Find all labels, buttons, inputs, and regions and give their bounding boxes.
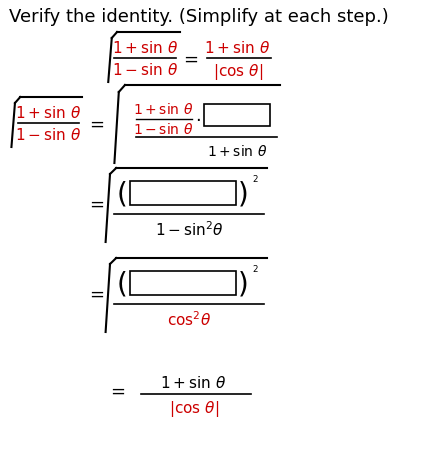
Text: $\cdot$: $\cdot$ [195, 110, 201, 128]
Text: $=$: $=$ [86, 115, 104, 133]
Text: $|\cos\,\theta|$: $|\cos\,\theta|$ [213, 62, 263, 82]
Text: $1 - \sin\,\theta$: $1 - \sin\,\theta$ [112, 62, 178, 78]
Text: $($: $($ [116, 179, 127, 208]
Text: $^2$: $^2$ [252, 176, 259, 189]
FancyBboxPatch shape [130, 181, 236, 205]
Text: $^2$: $^2$ [252, 266, 259, 278]
Text: $=$: $=$ [86, 285, 104, 303]
Text: $)$: $)$ [237, 179, 247, 208]
Text: $1 - \sin\,\theta$: $1 - \sin\,\theta$ [132, 121, 193, 136]
Text: $=$: $=$ [86, 195, 104, 213]
Text: Verify the identity. (Simplify at each step.): Verify the identity. (Simplify at each s… [9, 8, 388, 26]
Text: $1 + \sin\,\theta$: $1 + \sin\,\theta$ [15, 105, 81, 121]
Text: $1 + \sin\,\theta$: $1 + \sin\,\theta$ [207, 143, 268, 158]
FancyBboxPatch shape [204, 104, 270, 126]
Text: $($: $($ [116, 269, 127, 298]
Text: $1 - \sin^2\!\theta$: $1 - \sin^2\!\theta$ [155, 220, 223, 240]
Text: $1 - \sin\,\theta$: $1 - \sin\,\theta$ [15, 127, 81, 143]
Text: $1 + \sin\,\theta$: $1 + \sin\,\theta$ [132, 101, 193, 116]
Text: $=$: $=$ [180, 50, 199, 68]
Text: $|\cos\,\theta|$: $|\cos\,\theta|$ [168, 399, 219, 419]
FancyBboxPatch shape [130, 271, 236, 295]
Text: $\cos^2\!\theta$: $\cos^2\!\theta$ [167, 311, 211, 329]
Text: $1 + \sin\,\theta$: $1 + \sin\,\theta$ [161, 375, 227, 391]
Text: $1 + \sin\,\theta$: $1 + \sin\,\theta$ [112, 40, 178, 56]
Text: $1 + \sin\,\theta$: $1 + \sin\,\theta$ [204, 40, 271, 56]
Text: $)$: $)$ [237, 269, 247, 298]
Text: $=$: $=$ [107, 382, 126, 400]
